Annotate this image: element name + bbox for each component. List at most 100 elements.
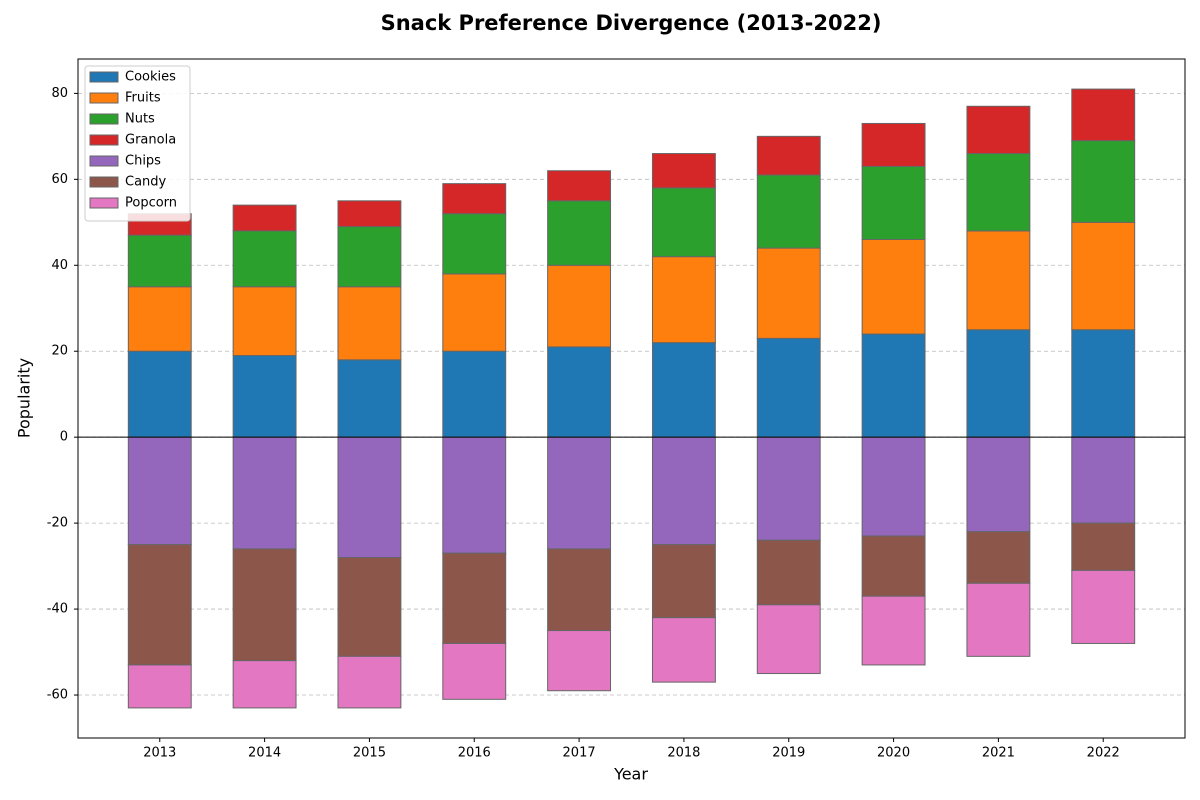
bar-segment — [337, 286, 402, 361]
bar-segment — [232, 204, 297, 232]
bar-segment — [442, 183, 507, 215]
bar-segment — [127, 664, 192, 709]
bar-segment — [547, 630, 612, 692]
y-tick-label: 20 — [51, 344, 68, 359]
x-tick-label: 2015 — [353, 746, 386, 761]
y-tick-label: 40 — [51, 258, 68, 273]
bar-segment — [756, 604, 821, 675]
bar-segment — [127, 350, 192, 438]
bar-segment — [547, 548, 612, 632]
bar-segment — [337, 655, 402, 709]
bar-segment — [442, 552, 507, 644]
bar-segment — [756, 539, 821, 606]
bar-segment — [232, 436, 297, 550]
legend-swatch — [89, 155, 119, 167]
bar-segment — [756, 247, 821, 339]
bar-segment — [232, 230, 297, 288]
x-tick-label: 2017 — [563, 746, 596, 761]
bar-segment — [337, 200, 402, 228]
bar-segment — [966, 105, 1031, 155]
legend-label: Cookies — [125, 70, 176, 85]
legend-label: Candy — [125, 175, 167, 190]
bar-segment — [756, 436, 821, 541]
bar-segment — [966, 230, 1031, 331]
x-tick-label: 2013 — [143, 746, 176, 761]
bar-segment — [651, 153, 716, 189]
bar-segment — [966, 531, 1031, 584]
bar-segment — [651, 544, 716, 619]
bar-segment — [861, 436, 926, 537]
legend-label: Granola — [125, 133, 176, 148]
bar-segment — [1071, 88, 1136, 142]
bar-segment — [337, 557, 402, 657]
bar-segment — [442, 273, 507, 352]
bar-segment — [127, 436, 192, 546]
bar-segment — [442, 642, 507, 700]
bar-segment — [861, 238, 926, 335]
bar-segment — [232, 286, 297, 357]
bar-segment — [651, 187, 716, 258]
bar-segment — [547, 264, 612, 348]
bar-segment — [966, 582, 1031, 657]
bar-segment — [127, 286, 192, 352]
bar-segment — [861, 535, 926, 597]
bar-segment — [1071, 522, 1136, 571]
x-tick-label: 2016 — [458, 746, 491, 761]
legend-label: Chips — [125, 154, 161, 169]
bar-segment — [232, 660, 297, 709]
x-tick-label: 2014 — [248, 746, 281, 761]
bar-segment — [966, 436, 1031, 533]
y-tick-label: -60 — [47, 688, 68, 703]
y-tick-label: -40 — [47, 602, 68, 617]
x-tick-label: 2022 — [1087, 746, 1120, 761]
bar-segment — [861, 165, 926, 240]
bar-segment — [861, 122, 926, 167]
legend-label: Nuts — [125, 112, 155, 127]
bar-segment — [861, 333, 926, 438]
legend: Cookies Fruits Nuts Granola Chips Candy Popcor… — [84, 65, 191, 222]
bar-segment — [442, 350, 507, 438]
bar-segment — [547, 170, 612, 202]
bar-segment — [651, 256, 716, 344]
bar-segment — [232, 548, 297, 662]
x-tick-label: 2019 — [772, 746, 805, 761]
bar-segment — [442, 213, 507, 275]
legend-swatch — [89, 134, 119, 146]
bar-segment — [1071, 140, 1136, 223]
bar-segment — [651, 436, 716, 546]
chart-title: Snack Preference Divergence (2013-2022) — [381, 11, 882, 35]
bar-segment — [651, 342, 716, 438]
bar-segment — [127, 544, 192, 666]
bar-segment — [337, 226, 402, 288]
legend-label: Fruits — [125, 91, 161, 106]
x-tick-label: 2018 — [667, 746, 700, 761]
y-tick-label: 0 — [60, 430, 68, 445]
bar-segment — [1071, 436, 1136, 524]
bar-segment — [756, 135, 821, 176]
plot-frame — [77, 58, 1186, 739]
bar-segment — [651, 617, 716, 683]
legend-swatch — [89, 176, 119, 188]
bar-segment — [756, 174, 821, 249]
legend-label: Popcorn — [125, 196, 177, 211]
x-tick-label: 2020 — [877, 746, 910, 761]
bar-segment — [1071, 221, 1136, 331]
bar-segment — [966, 329, 1031, 438]
bar-segment — [966, 153, 1031, 232]
legend-swatch — [89, 113, 119, 125]
legend-swatch — [89, 197, 119, 209]
bar-segment — [337, 436, 402, 559]
bar-segment — [756, 337, 821, 438]
bar-segment — [861, 595, 926, 666]
y-tick-label: -20 — [47, 516, 68, 531]
legend-swatch — [89, 71, 119, 83]
x-axis-label: Year — [613, 765, 648, 784]
bar-segment — [1071, 329, 1136, 438]
y-tick-label: 60 — [51, 172, 68, 187]
bar-segment — [547, 200, 612, 266]
y-axis-label: Popularity — [15, 358, 34, 438]
bar-segment — [1071, 569, 1136, 644]
bar-segment — [127, 234, 192, 288]
